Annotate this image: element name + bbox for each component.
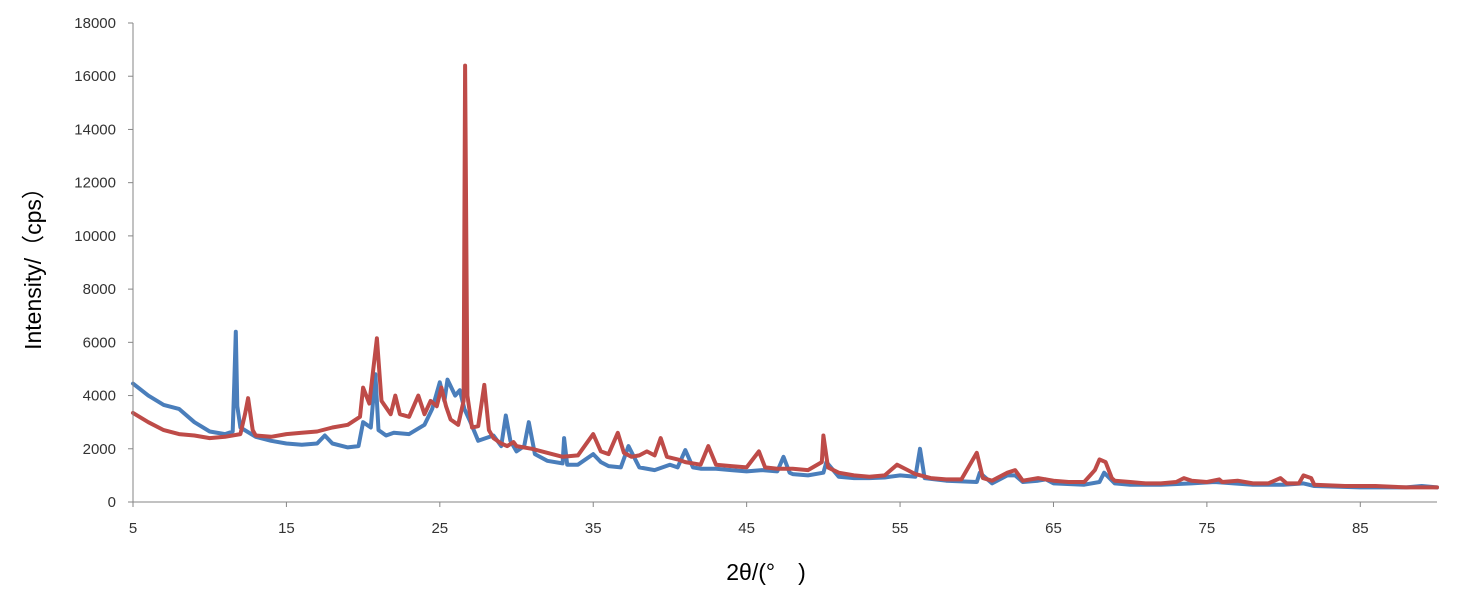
y-axis: 0 2000 4000 6000 8000 10000 12000 14000 16000 180… [74, 15, 134, 511]
y-tick-label: 8000 [83, 281, 116, 298]
x-tick-label: 35 [585, 520, 602, 537]
series-2-line [131, 63, 1439, 490]
y-tick-label: 4000 [83, 388, 116, 405]
y-tick-label: 0 [108, 494, 116, 511]
x-tick-label: 65 [1045, 520, 1062, 537]
y-tick-label: 14000 [74, 121, 116, 138]
x-axis-title: 2θ/(° ) [726, 559, 806, 585]
y-tick-label: 10000 [74, 228, 116, 245]
x-tick-label: 5 [129, 520, 137, 537]
y-tick-label: 12000 [74, 175, 116, 192]
x-tick-label: 15 [278, 520, 295, 537]
y-tick-label: 16000 [74, 68, 116, 85]
y-tick-label: 18000 [74, 15, 116, 32]
x-tick-label: 45 [738, 520, 755, 537]
x-tick-label: 75 [1199, 520, 1216, 537]
plot-area [131, 63, 1439, 490]
x-axis: 5 15 25 35 45 55 65 75 85 [129, 501, 1437, 537]
series-1-line [131, 329, 1439, 490]
y-tick-label: 6000 [83, 334, 116, 351]
y-axis-title: Intensity/（cps） [20, 176, 46, 350]
x-tick-label: 25 [431, 520, 448, 537]
y-tick-label: 2000 [83, 441, 116, 458]
x-tick-label: 55 [892, 520, 909, 537]
x-tick-label: 85 [1352, 520, 1369, 537]
